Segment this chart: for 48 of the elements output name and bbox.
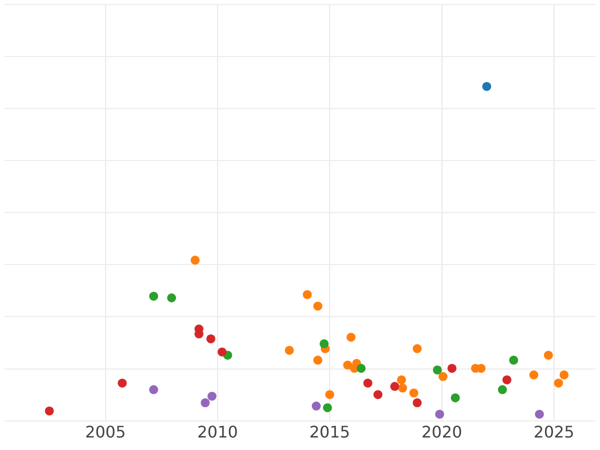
point: [206, 334, 216, 344]
point: [207, 392, 216, 401]
point: [320, 339, 329, 348]
point: [560, 370, 569, 380]
point: [554, 378, 563, 388]
x-tick-label: 2025: [534, 422, 574, 442]
point: [313, 302, 322, 311]
point: [390, 382, 400, 391]
point: [509, 356, 518, 365]
point: [529, 370, 538, 380]
point: [312, 402, 321, 411]
point: [409, 388, 418, 398]
point: [346, 332, 356, 342]
point: [544, 350, 553, 360]
x-tick-label: 2010: [197, 422, 238, 442]
point: [534, 410, 544, 419]
point: [447, 364, 456, 373]
point: [482, 82, 492, 91]
point: [302, 290, 312, 300]
point: [149, 385, 158, 394]
point: [412, 344, 422, 354]
point: [412, 398, 422, 408]
x-tick-label: 2015: [309, 422, 350, 442]
point: [450, 393, 460, 402]
point: [373, 390, 382, 400]
point: [284, 346, 294, 355]
point: [502, 375, 512, 384]
point: [435, 410, 444, 419]
point: [325, 390, 334, 400]
point: [218, 347, 227, 356]
point: [363, 378, 372, 388]
point: [190, 256, 200, 265]
point: [438, 372, 448, 382]
point: [343, 360, 352, 370]
point: [356, 364, 366, 373]
point: [498, 385, 507, 394]
point: [200, 398, 210, 408]
point: [396, 375, 406, 384]
x-tick-label: 2005: [85, 422, 126, 442]
x-tick-label: 2020: [422, 422, 462, 442]
point: [149, 292, 158, 301]
point: [167, 293, 176, 302]
point: [118, 378, 127, 388]
point: [432, 365, 442, 374]
point: [398, 384, 408, 393]
point: [44, 406, 54, 416]
point: [313, 356, 322, 365]
point: [322, 403, 332, 412]
